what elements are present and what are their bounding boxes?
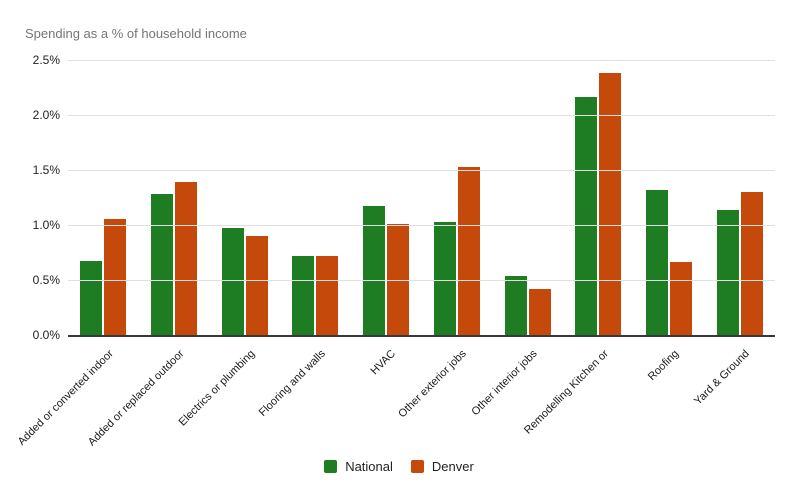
- x-axis-labels: Added or converted indoor Added or replac…: [15, 340, 775, 449]
- denver-bar[interactable]: [740, 191, 763, 336]
- bars-layer: [68, 61, 775, 336]
- national-bar[interactable]: [433, 221, 456, 336]
- national-bar[interactable]: [151, 194, 174, 336]
- national-bar[interactable]: [575, 97, 598, 336]
- denver-bar[interactable]: [387, 223, 410, 336]
- x-category-label: Yard & Ground: [692, 347, 752, 408]
- denver-bar[interactable]: [316, 255, 339, 336]
- x-category-label: Electrics or plumbing: [176, 347, 257, 429]
- bar-group: [492, 61, 563, 336]
- denver-bar[interactable]: [245, 235, 268, 336]
- x-category-label: Roofing: [645, 347, 682, 384]
- denver-bar[interactable]: [457, 166, 480, 336]
- y-tick-label: 1.5%: [32, 163, 60, 177]
- y-axis: 0.0% 0.5% 1.0% 1.5% 2.0% 2.5%: [0, 53, 60, 342]
- bar-group: [563, 61, 634, 336]
- legend: National Denver: [0, 459, 798, 474]
- x-category-label: Flooring and walls: [256, 347, 328, 419]
- gridline: [68, 225, 775, 226]
- national-bar[interactable]: [221, 228, 244, 336]
- national-bar[interactable]: [363, 206, 386, 336]
- bar-group: [704, 61, 775, 336]
- x-category-label: Remodelling Kitchen or: [521, 347, 611, 437]
- bar-group: [422, 61, 493, 336]
- x-axis-line: [68, 335, 775, 337]
- national-bar[interactable]: [80, 261, 103, 336]
- x-category-label: Other interior jobs: [469, 347, 540, 419]
- y-tick-label: 0.5%: [32, 273, 60, 287]
- legend-item-national: National: [324, 459, 393, 474]
- bar-group: [280, 61, 351, 336]
- legend-label-denver: Denver: [431, 459, 474, 474]
- national-bar[interactable]: [504, 275, 527, 336]
- denver-bar[interactable]: [599, 73, 622, 336]
- bar-group: [351, 61, 422, 336]
- y-tick-label: 1.0%: [32, 218, 60, 232]
- gridline: [68, 170, 775, 171]
- legend-item-denver: Denver: [410, 459, 474, 474]
- national-swatch-icon: [324, 460, 338, 473]
- y-tick-label: 0.0%: [32, 328, 60, 342]
- national-bar[interactable]: [645, 189, 668, 336]
- gridline: [68, 60, 775, 61]
- legend-label-national: National: [345, 459, 393, 474]
- denver-bar[interactable]: [669, 262, 692, 336]
- bar-group: [68, 61, 139, 336]
- denver-swatch-icon: [410, 460, 424, 473]
- national-bar[interactable]: [716, 209, 739, 336]
- denver-bar[interactable]: [528, 288, 551, 336]
- denver-bar[interactable]: [104, 219, 127, 336]
- national-bar[interactable]: [292, 255, 315, 336]
- x-category-label: Added or replaced outdoor: [85, 347, 187, 449]
- plot-area: [68, 60, 775, 337]
- x-category-label: HVAC: [368, 347, 399, 378]
- y-tick-label: 2.0%: [32, 108, 60, 122]
- bar-group: [209, 61, 280, 336]
- denver-bar[interactable]: [175, 182, 198, 336]
- bar-group: [634, 61, 705, 336]
- chart-title: Spending as a % of household income: [25, 26, 247, 41]
- gridline: [68, 115, 775, 116]
- y-tick-label: 2.5%: [32, 53, 60, 67]
- x-category-label: Added or converted indoor: [15, 347, 116, 448]
- x-category-label: Other exterior jobs: [396, 347, 470, 421]
- gridline: [68, 280, 775, 281]
- bar-group: [139, 61, 210, 336]
